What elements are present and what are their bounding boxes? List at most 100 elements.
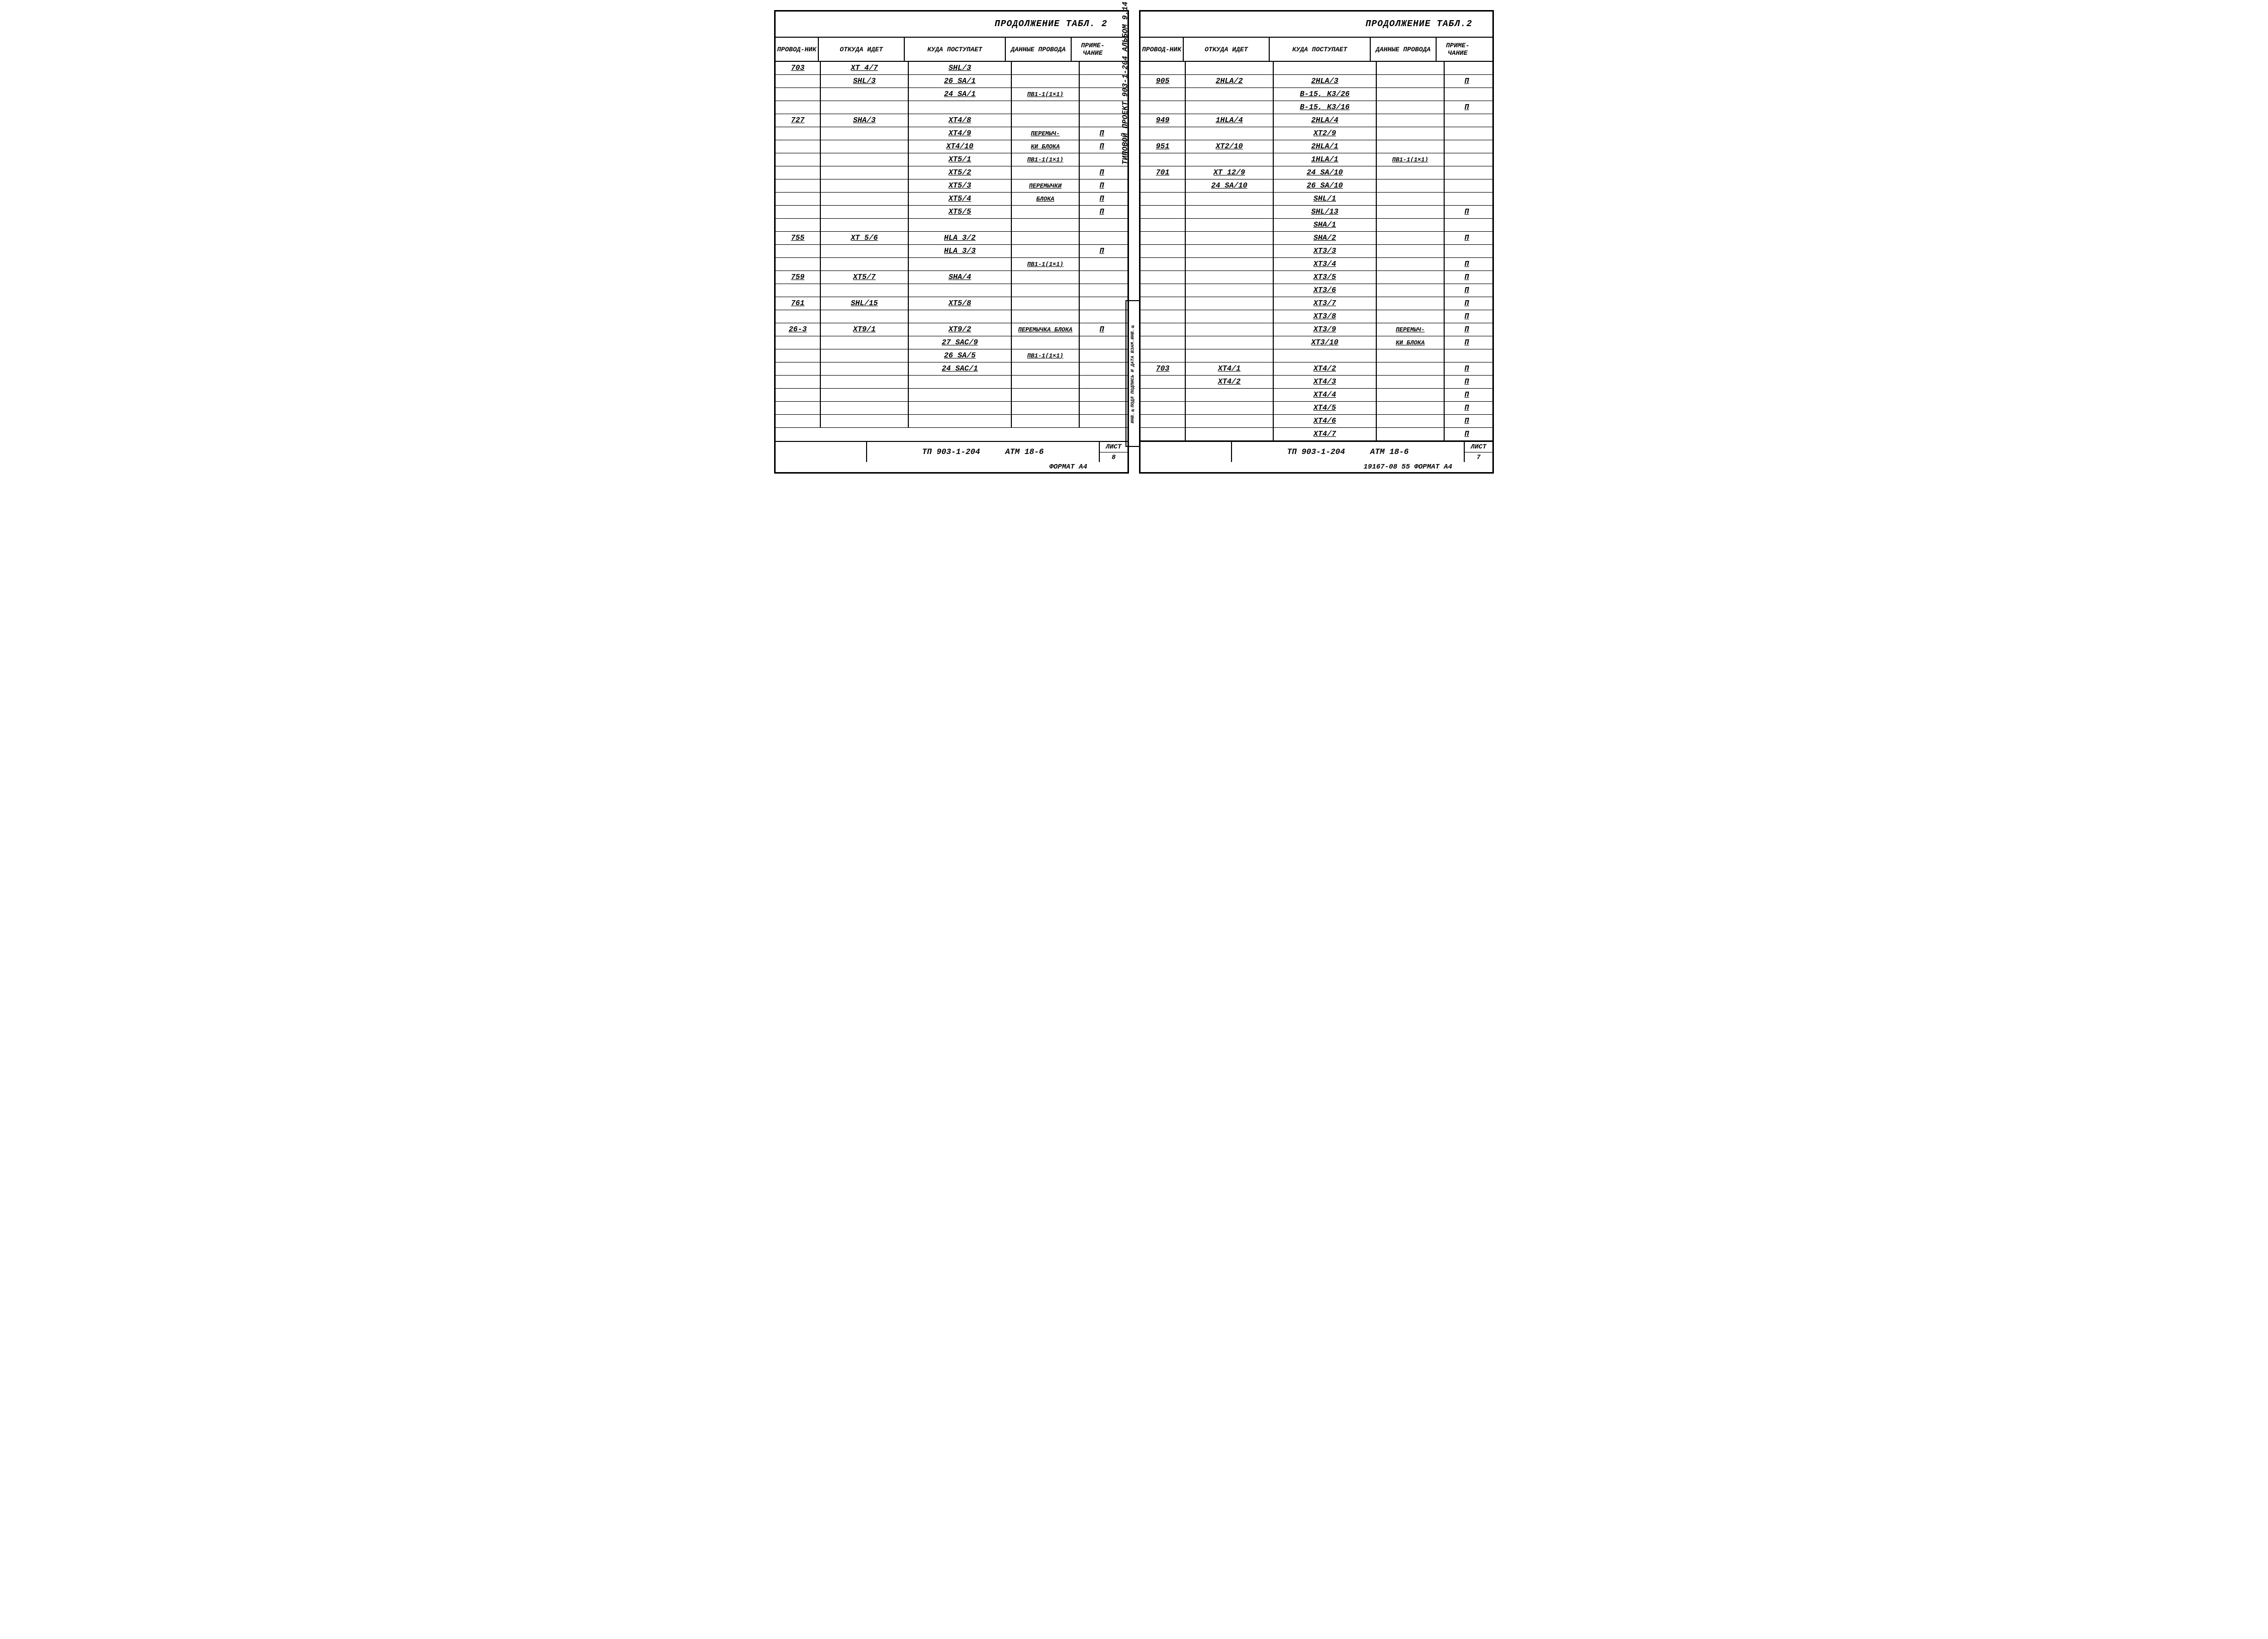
table-cell: П (1445, 389, 1489, 401)
table-cell (821, 219, 909, 231)
table-cell (1377, 362, 1445, 375)
table-cell (1186, 88, 1274, 101)
sheet-box: ЛИСТ 8 (1099, 442, 1127, 462)
table-cell: XT4/5 (1274, 402, 1377, 414)
table-cell (1377, 62, 1445, 74)
table-cell (1141, 258, 1186, 270)
table-cell: П (1445, 232, 1489, 244)
table-cell (1141, 179, 1186, 192)
table-cell (1141, 219, 1186, 231)
table-row: 703XT 4/7SHL/3 (776, 62, 1127, 75)
table-cell (821, 140, 909, 153)
table-cell (776, 88, 821, 101)
table-cell: ПВ1-1(1×1) (1012, 88, 1080, 101)
table-cell (1080, 376, 1124, 388)
table-row: 27 SAC/9 (776, 336, 1127, 349)
table-cell (1080, 153, 1124, 166)
table-cell (1080, 389, 1124, 401)
table-row: XT3/9ПЕРЕМЫЧ-П (1141, 323, 1492, 336)
table-cell (776, 362, 821, 375)
table-cell (821, 153, 909, 166)
table-cell: 2HLA/2 (1186, 75, 1274, 87)
table-row (776, 219, 1127, 232)
table-cell (1445, 114, 1489, 127)
table-cell: XT2/10 (1186, 140, 1274, 153)
table-cell (1377, 428, 1445, 440)
table-row: XT4/7П (1141, 428, 1492, 441)
table-cell: П (1080, 193, 1124, 205)
table-row: SHA/1 (1141, 219, 1492, 232)
table-cell: XT 4/7 (821, 62, 909, 74)
table-cell (1141, 284, 1186, 297)
table-cell (1186, 310, 1274, 323)
table-cell: XT3/5 (1274, 271, 1377, 284)
table-cell (1141, 428, 1186, 440)
col-header-1: ПРОВОД-НИК (1141, 38, 1184, 61)
table-cell: П (1445, 336, 1489, 349)
table-cell (1080, 415, 1124, 427)
table-cell (1445, 62, 1489, 74)
table-cell (1080, 114, 1124, 127)
table-cell (909, 310, 1012, 323)
table-cell (821, 362, 909, 375)
table-cell (1012, 114, 1080, 127)
table-cell (776, 166, 821, 179)
table-cell: XT4/2 (1186, 376, 1274, 388)
table-row (776, 376, 1127, 389)
table-cell: XT5/5 (909, 206, 1012, 218)
table-row: XT5/3ПЕРЕМЫЧКИП (776, 179, 1127, 193)
table-cell (1012, 415, 1080, 427)
table-cell: 24 SA/1 (909, 88, 1012, 101)
table-cell (776, 402, 821, 414)
table-cell (1141, 206, 1186, 218)
table-cell (1186, 232, 1274, 244)
page-title: ПРОДОЛЖЕНИЕ ТАБЛ.2 (1141, 12, 1492, 38)
table-cell (1186, 206, 1274, 218)
table-cell (1377, 297, 1445, 310)
table-cell: XT4/9 (909, 127, 1012, 140)
table-row: XT3/4П (1141, 258, 1492, 271)
table-cell: П (1445, 362, 1489, 375)
table-cell (821, 206, 909, 218)
table-row: 26 SA/5ПВ1-1(1×1) (776, 349, 1127, 362)
table-cell: 2HLA/3 (1274, 75, 1377, 87)
table-cell (1445, 166, 1489, 179)
table-row: 951XT2/102HLA/1 (1141, 140, 1492, 153)
table-cell (1377, 179, 1445, 192)
table-cell (1012, 166, 1080, 179)
table-row: XT2/9 (1141, 127, 1492, 140)
table-cell (776, 376, 821, 388)
table-cell (1141, 101, 1186, 114)
table-cell (1377, 232, 1445, 244)
table-cell (1186, 415, 1274, 427)
table-cell (1377, 75, 1445, 87)
table-row: XT5/2П (776, 166, 1127, 179)
table-cell (1274, 62, 1377, 74)
table-cell: XT4/6 (1274, 415, 1377, 427)
table-cell (1186, 323, 1274, 336)
table-cell (1377, 389, 1445, 401)
table-cell: XT4/8 (909, 114, 1012, 127)
table-row: XT3/3 (1141, 245, 1492, 258)
table-cell (1080, 310, 1124, 323)
table-cell: 27 SAC/9 (909, 336, 1012, 349)
table-cell (1377, 206, 1445, 218)
table-cell: XT5/7 (821, 271, 909, 284)
right-page: ТИПОВОЙ ПРОЕКТ 903-1-204 АЛЬБОМ 9.14 ИНВ… (1139, 10, 1494, 474)
table-cell (1012, 219, 1080, 231)
table-cell (1377, 166, 1445, 179)
table-cell (1445, 349, 1489, 362)
footer-mid: ТП 903-1-204 АТМ 18-6 (867, 442, 1099, 462)
table-cell (1141, 389, 1186, 401)
table-row: В-15, К3/16П (1141, 101, 1492, 114)
table-cell: КИ БЛОКА (1012, 140, 1080, 153)
table-cell (1445, 245, 1489, 257)
table-row: XT5/4БЛОКАП (776, 193, 1127, 206)
table-cell (1141, 232, 1186, 244)
table-cell (1186, 402, 1274, 414)
table-row: XT4/4П (1141, 389, 1492, 402)
table-cell: ПВ1-1(1×1) (1012, 153, 1080, 166)
table-cell (1186, 153, 1274, 166)
table-cell: SHL/1 (1274, 193, 1377, 205)
table-cell: П (1445, 402, 1489, 414)
